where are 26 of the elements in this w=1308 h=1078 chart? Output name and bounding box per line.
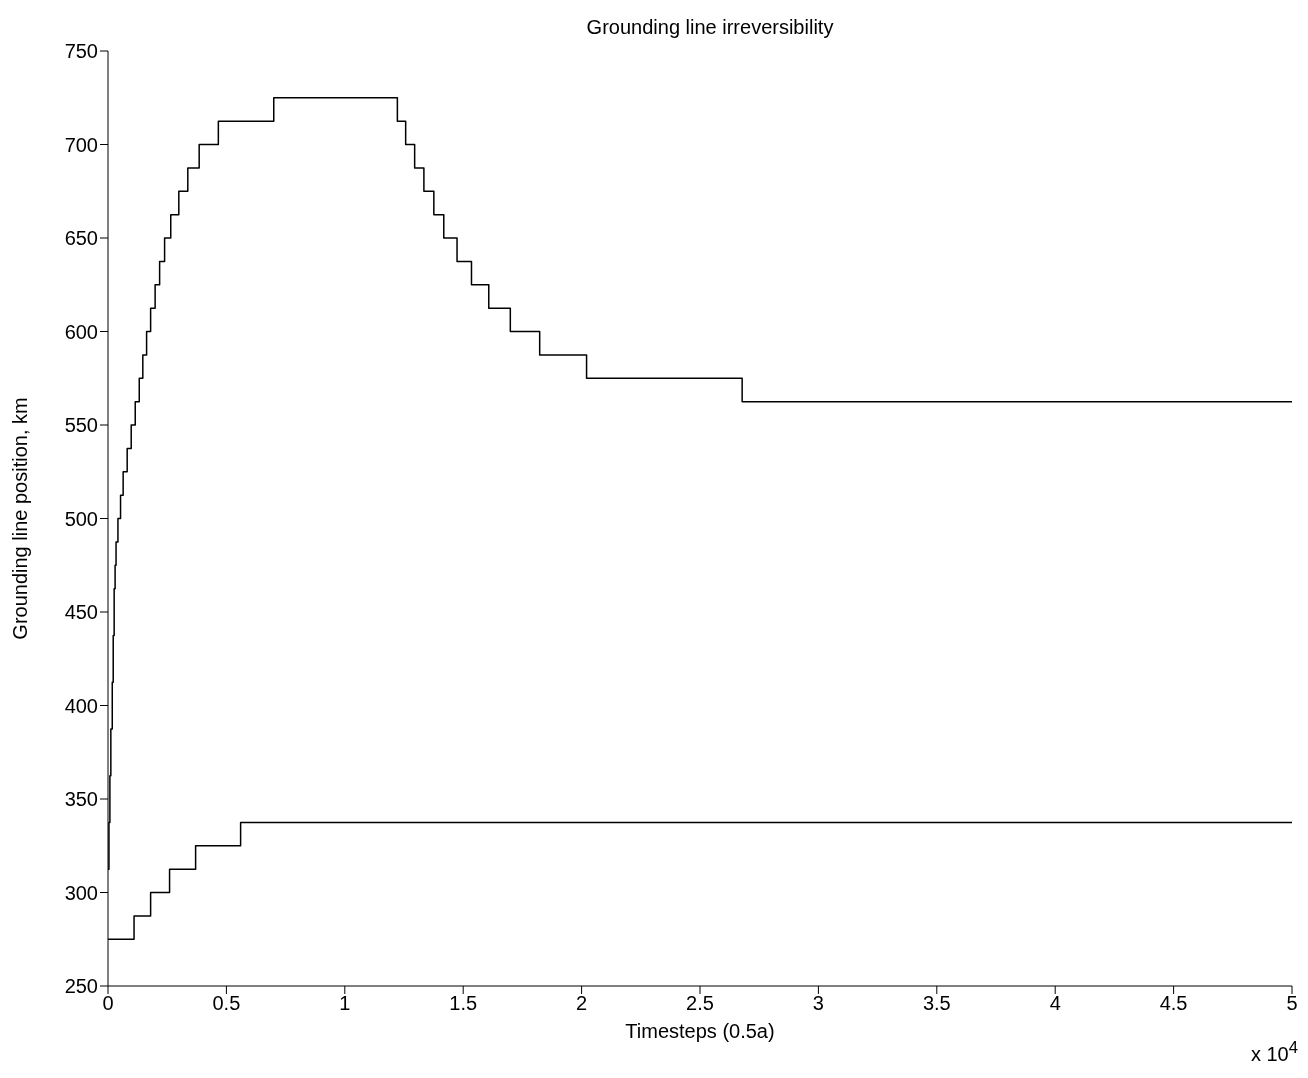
x-tick-label: 1.5 <box>449 992 478 1015</box>
chart-title: Grounding line irreversibility <box>585 16 835 39</box>
x-tick-label: 4.5 <box>1159 992 1188 1015</box>
y-tick-label: 450 <box>64 601 98 624</box>
x-tick-label: 0 <box>102 992 114 1015</box>
x-tick-label: 3 <box>812 992 824 1015</box>
y-axis-title: Grounding line position, km <box>9 397 32 640</box>
y-tick-label: 250 <box>64 975 98 998</box>
y-tick-label: 700 <box>64 133 98 156</box>
x-axis-title: Timesteps (0.5a) <box>625 1020 775 1042</box>
text: x 10$^{4}$ <box>1250 1038 1298 1066</box>
y-tick-label: 300 <box>64 881 98 904</box>
y-tick-label: 350 <box>64 788 98 811</box>
x-tick-label: 4 <box>1049 992 1061 1015</box>
y-tick-label: 600 <box>64 320 98 343</box>
y-tick-label: 500 <box>64 507 98 530</box>
x-tick-label: 2.5 <box>686 992 714 1015</box>
y-tick-label: 650 <box>64 227 98 250</box>
x-tick-label: 3.5 <box>922 992 951 1015</box>
x-tick-label: 5 <box>1286 992 1298 1015</box>
x-tick-label: 2 <box>576 992 588 1015</box>
y-tick-label: 400 <box>64 694 98 717</box>
y-tick-label: 550 <box>64 414 98 437</box>
x-tick-label: 0.5 <box>212 992 241 1015</box>
y-tick-label: 750 <box>64 40 98 63</box>
x-tick-label: 1 <box>339 992 351 1015</box>
